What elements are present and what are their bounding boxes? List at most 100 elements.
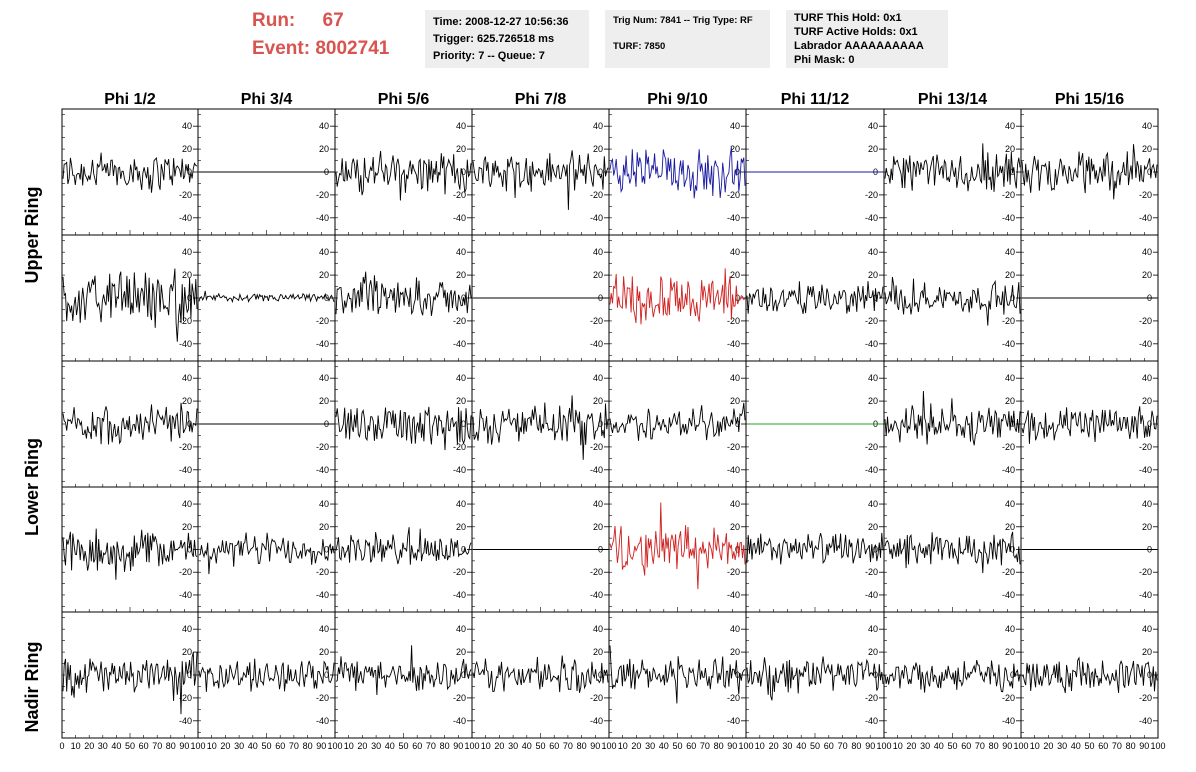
y-tick-label: 40 (593, 499, 603, 509)
y-tick-label: 20 (1005, 144, 1015, 154)
waveform-trace (746, 532, 884, 565)
y-tick-label: -20 (1139, 316, 1152, 326)
y-tick-label: -40 (179, 339, 192, 349)
y-tick-label: -20 (316, 190, 329, 200)
x-tick-label: 20 (494, 741, 504, 751)
y-tick-label: -40 (1002, 339, 1015, 349)
y-tick-label: 20 (868, 522, 878, 532)
y-tick-label: -40 (590, 716, 603, 726)
x-tick-label: 90 (865, 741, 875, 751)
waveform-trace (1021, 406, 1158, 444)
y-tick-label: 0 (461, 167, 466, 177)
event-label: Event: (252, 38, 311, 59)
x-tick-label: 30 (98, 741, 108, 751)
y-tick-label: -20 (865, 442, 878, 452)
y-tick-label: 20 (1005, 647, 1015, 657)
x-tick-label: 80 (577, 741, 587, 751)
x-tick-label: 30 (782, 741, 792, 751)
x-tick-label: 80 (166, 741, 176, 751)
y-tick-label: -20 (590, 442, 603, 452)
x-tick-label: 10 (207, 741, 217, 751)
y-tick-label: 40 (456, 247, 466, 257)
waveform-trace (335, 406, 472, 451)
y-tick-label: -20 (865, 567, 878, 577)
y-tick-label: -40 (1002, 465, 1015, 475)
x-tick-label: 50 (125, 741, 135, 751)
x-tick-label: 60 (275, 741, 285, 751)
waveform-trace (472, 655, 609, 693)
x-tick-label: 40 (934, 741, 944, 751)
panel-frame (608, 108, 747, 236)
y-tick-label: 40 (456, 624, 466, 634)
y-tick-label: 0 (735, 167, 740, 177)
y-tick-label: 20 (456, 647, 466, 657)
phi-title-8: Phi 15/16 (1055, 91, 1124, 108)
y-tick-label: -40 (1139, 465, 1152, 475)
y-tick-label: 20 (730, 647, 740, 657)
x-tick-label: 70 (426, 741, 436, 751)
y-tick-label: 20 (1142, 396, 1152, 406)
y-tick-label: 20 (1142, 270, 1152, 280)
x-tick-label: 100 (601, 741, 616, 751)
y-tick-label: -40 (179, 213, 192, 223)
x-tick-label: 60 (412, 741, 422, 751)
y-tick-label: 40 (1005, 499, 1015, 509)
x-tick-label: 50 (535, 741, 545, 751)
y-tick-label: 40 (868, 624, 878, 634)
phi-title-7: Phi 13/14 (918, 91, 987, 108)
y-tick-label: 40 (319, 121, 329, 131)
run-event-box: Run: 67 Event: 8002741 (252, 8, 422, 66)
waveform-trace (884, 531, 1021, 574)
x-tick-label: 10 (481, 741, 491, 751)
y-tick-label: 20 (868, 270, 878, 280)
event-value: 8002741 (315, 38, 390, 59)
y-tick-label: 20 (319, 144, 329, 154)
y-tick-label: -40 (1139, 339, 1152, 349)
y-tick-label: 40 (593, 373, 603, 383)
y-tick-label: -40 (865, 339, 878, 349)
waveform-trace (335, 645, 472, 696)
y-tick-label: -20 (727, 442, 740, 452)
ring-title-3: Nadir Ring (22, 641, 42, 732)
y-tick-label: -40 (316, 213, 329, 223)
phi-title-2: Phi 3/4 (241, 91, 293, 108)
y-tick-label: 0 (598, 419, 603, 429)
x-tick-label: 100 (1013, 741, 1028, 751)
x-tick-label: 100 (464, 741, 479, 751)
y-tick-label: -40 (179, 590, 192, 600)
y-tick-label: -20 (865, 316, 878, 326)
y-tick-label: 20 (593, 647, 603, 657)
event-line: Event: 8002741 (252, 38, 389, 60)
y-tick-label: -40 (453, 716, 466, 726)
y-tick-label: -40 (179, 465, 192, 475)
y-tick-label: -40 (453, 590, 466, 600)
waveform-trace (62, 652, 198, 715)
y-tick-label: 40 (868, 121, 878, 131)
x-tick-label: 60 (686, 741, 696, 751)
y-tick-label: 40 (1142, 247, 1152, 257)
x-tick-label: 100 (738, 741, 753, 751)
x-tick-label: 80 (303, 741, 313, 751)
panel-frame (745, 486, 885, 613)
y-tick-label: 20 (1005, 522, 1015, 532)
turf-text: TURF: 7850 (613, 41, 666, 52)
phi-mask-text: Phi Mask: 0 (794, 54, 855, 66)
y-tick-label: -40 (1139, 716, 1152, 726)
x-tick-label: 70 (152, 741, 162, 751)
y-tick-label: 20 (593, 270, 603, 280)
y-tick-label: -20 (179, 190, 192, 200)
y-tick-label: 40 (456, 121, 466, 131)
x-tick-label: 60 (549, 741, 559, 751)
y-tick-label: 20 (456, 270, 466, 280)
x-tick-label: 90 (179, 741, 189, 751)
y-tick-label: -20 (727, 316, 740, 326)
waveform-trace (198, 532, 335, 575)
x-tick-label: 40 (1071, 741, 1081, 751)
y-tick-label: 40 (182, 247, 192, 257)
y-tick-label: 20 (1142, 647, 1152, 657)
x-tick-label: 70 (700, 741, 710, 751)
panel-frame (197, 234, 336, 362)
x-tick-label: 30 (508, 741, 518, 751)
x-tick-label: 60 (139, 741, 149, 751)
waveform-trace (335, 150, 472, 201)
